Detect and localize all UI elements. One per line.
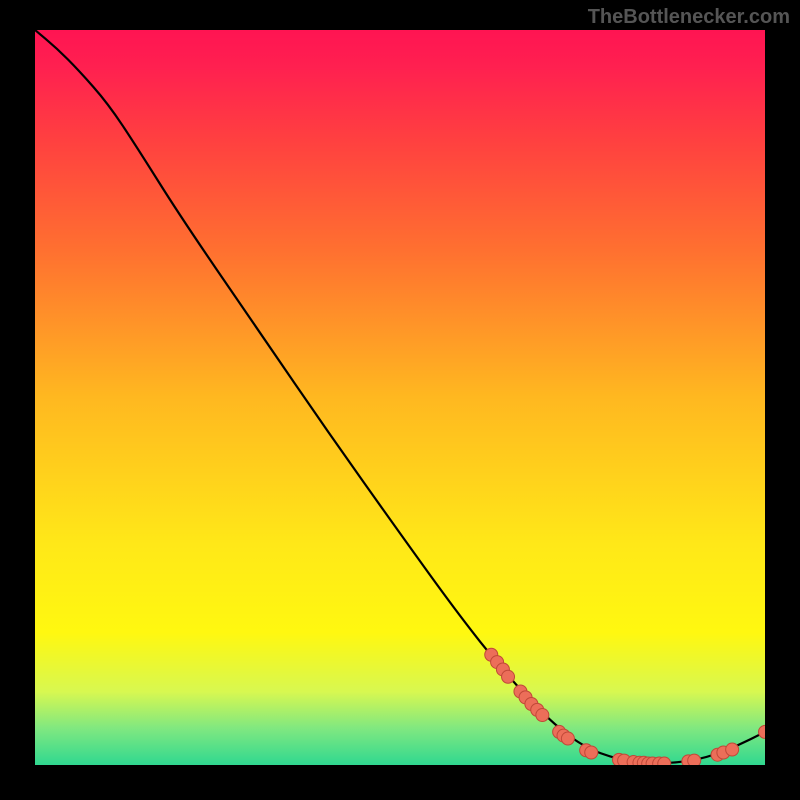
data-point xyxy=(726,743,739,756)
data-point xyxy=(561,732,574,745)
data-point xyxy=(502,670,515,683)
data-point xyxy=(658,757,671,765)
data-point xyxy=(536,709,549,722)
data-point xyxy=(585,746,598,759)
chart-container: TheBottlenecker.com xyxy=(0,0,800,800)
plot-area xyxy=(35,30,765,765)
data-point xyxy=(688,754,701,765)
chart-svg xyxy=(35,30,765,765)
watermark-text: TheBottlenecker.com xyxy=(588,6,790,29)
gradient-background xyxy=(35,30,765,765)
